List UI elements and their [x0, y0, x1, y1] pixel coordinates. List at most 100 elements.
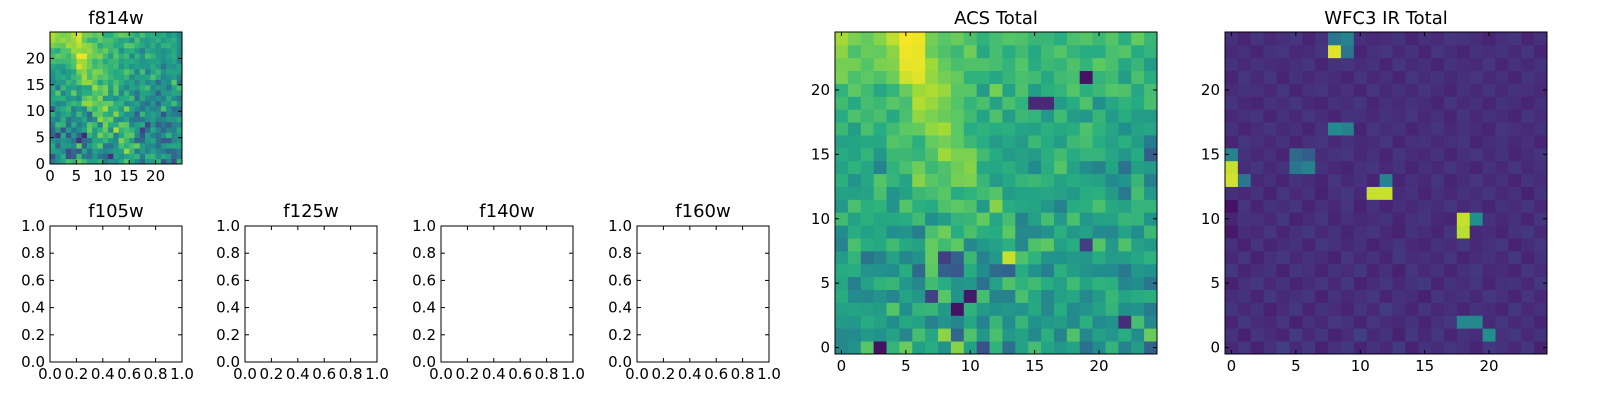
heatmap-cell	[86, 32, 93, 38]
heatmap-cell	[55, 127, 61, 133]
heatmap-cell	[1131, 225, 1145, 239]
heatmap-cell	[1002, 238, 1016, 252]
x-tick-label: 20	[1089, 357, 1108, 375]
heatmap-cell	[1328, 83, 1342, 97]
heatmap-cell	[1144, 276, 1158, 290]
heatmap-cell	[108, 95, 114, 102]
heatmap-cell	[118, 32, 125, 38]
heatmap-cell	[139, 58, 146, 65]
heatmap-cell	[1521, 122, 1535, 136]
heatmap-cell	[1340, 238, 1355, 252]
heatmap-cell	[65, 111, 72, 117]
heatmap-cell	[1092, 96, 1106, 110]
heatmap-cell	[50, 90, 56, 96]
heatmap-cell	[1340, 341, 1355, 355]
heatmap-cell	[963, 212, 978, 226]
heatmap-cell	[123, 63, 130, 70]
heatmap-cell	[86, 105, 93, 112]
heatmap-cell	[1366, 96, 1380, 110]
heatmap-cell	[1328, 289, 1342, 303]
heatmap-cell	[1418, 212, 1432, 226]
heatmap-cell	[108, 37, 114, 43]
heatmap-cell	[1366, 44, 1380, 59]
heatmap-cell	[160, 100, 167, 107]
heatmap-cell	[1366, 199, 1380, 213]
heatmap-cell	[123, 137, 130, 144]
heatmap-cell	[1340, 160, 1355, 175]
heatmap-cell	[899, 315, 913, 329]
heatmap-cell	[1353, 315, 1368, 329]
heatmap-cell	[176, 95, 183, 102]
heatmap-cell	[1118, 186, 1132, 200]
heatmap-cell	[60, 100, 67, 107]
heatmap-cell	[1015, 212, 1029, 226]
heatmap-cell	[1443, 250, 1458, 265]
heatmap-cell	[886, 199, 900, 213]
heatmap-cell	[1302, 263, 1316, 278]
heatmap-cell	[71, 84, 77, 91]
heatmap-cell	[886, 57, 900, 72]
heatmap-cell	[1328, 328, 1342, 342]
heatmap-cell	[1340, 328, 1355, 342]
heatmap-cell	[166, 153, 172, 160]
heatmap-cell	[847, 160, 862, 175]
heatmap-cell	[1431, 83, 1445, 97]
heatmap-cell	[1469, 225, 1483, 239]
heatmap-cell	[1105, 263, 1119, 278]
heatmap-cell	[1041, 199, 1055, 213]
heatmap-cell	[1053, 70, 1068, 84]
heatmap-cell	[1534, 83, 1548, 97]
heatmap-cell	[925, 302, 939, 316]
heatmap-cell	[123, 100, 130, 107]
heatmap-cell	[1495, 199, 1509, 213]
heatmap-cell	[166, 42, 172, 49]
heatmap-cell	[176, 121, 183, 128]
heatmap-cell	[155, 132, 162, 138]
heatmap-cell	[1469, 276, 1483, 290]
heatmap-cell	[1105, 302, 1119, 316]
heatmap-cell	[1469, 315, 1483, 329]
heatmap-cell	[1263, 160, 1277, 175]
heatmap-cell	[1225, 44, 1239, 59]
heatmap-cell	[86, 42, 93, 49]
heatmap-cell	[912, 225, 926, 239]
heatmap-cell	[925, 32, 939, 46]
heatmap-cell	[176, 63, 183, 70]
heatmap-cell	[176, 74, 183, 80]
heatmap-cell	[860, 96, 875, 110]
heatmap-cell	[1418, 44, 1432, 59]
heatmap-cell	[1315, 70, 1329, 84]
heatmap-cell	[1431, 135, 1445, 149]
heatmap-cell	[1015, 315, 1029, 329]
heatmap-cell	[1225, 70, 1239, 84]
heatmap-cell	[150, 84, 156, 91]
heatmap-cell	[1495, 109, 1509, 123]
heatmap-cell	[989, 199, 1003, 213]
heatmap-cell	[113, 111, 120, 117]
heatmap-cell	[886, 32, 900, 46]
heatmap-cell	[1276, 70, 1290, 84]
heatmap-cell	[1131, 341, 1145, 355]
heatmap-cell	[1002, 109, 1016, 123]
heatmap-cell	[1521, 32, 1535, 46]
heatmap-cell	[860, 328, 875, 342]
heatmap-cell	[102, 142, 109, 149]
heatmap-cell	[118, 137, 125, 144]
heatmap-cell	[1534, 263, 1548, 278]
heatmap-cell	[1508, 341, 1522, 355]
heatmap-cell	[118, 84, 125, 91]
heatmap-cell	[950, 263, 965, 278]
heatmap-cell	[65, 84, 72, 91]
heatmap-cell	[912, 32, 926, 46]
heatmap-cell	[886, 96, 900, 110]
heatmap-cell	[963, 315, 978, 329]
heatmap-cell	[1508, 147, 1522, 162]
heatmap-cell	[1405, 109, 1419, 123]
heatmap-cell	[1418, 83, 1432, 97]
heatmap-cell	[976, 315, 990, 329]
heatmap-cell	[92, 121, 98, 128]
heatmap-cell	[123, 95, 130, 102]
heatmap-cell	[1418, 186, 1432, 200]
heatmap-cell	[1534, 276, 1548, 290]
heatmap-cell	[166, 116, 172, 123]
